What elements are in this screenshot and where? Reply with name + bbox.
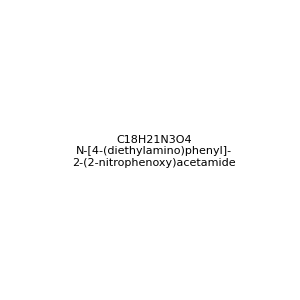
Text: C18H21N3O4
N-[4-(diethylamino)phenyl]-
2-(2-nitrophenoxy)acetamide: C18H21N3O4 N-[4-(diethylamino)phenyl]- 2… (72, 135, 236, 168)
